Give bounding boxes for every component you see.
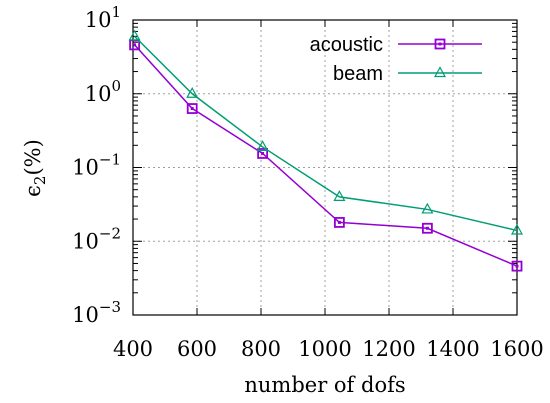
x-tick-label: 800: [241, 337, 281, 361]
data-point-beam: [510, 223, 524, 235]
data-point-beam: [256, 140, 269, 152]
x-tick-label: 400: [113, 337, 153, 361]
axis-ticks: [132, 19, 518, 316]
data-point-acoustic-center: [337, 220, 341, 224]
x-tick-labels: 400 600 800 1000 1200 1400 1600: [113, 337, 544, 361]
data-point-beam: [421, 202, 434, 214]
legend-marker-acoustic-center: [438, 42, 442, 46]
y-tick-label: 10−1: [72, 151, 121, 180]
x-axis-label: number of dofs: [244, 373, 405, 397]
y-tick-label: 100: [85, 77, 121, 106]
series-line-acoustic: [134, 44, 518, 267]
data-point-acoustic: [257, 148, 269, 159]
legend-label-beam: beam: [333, 63, 383, 85]
y-axis-label: ϵ2(%): [21, 139, 49, 197]
series-line-beam: [134, 35, 518, 232]
y-axis-label-main: ϵ: [21, 185, 45, 197]
y-axis-label-sub: 2: [31, 176, 49, 186]
data-point-acoustic-center: [133, 43, 137, 47]
data-point-acoustic-center: [515, 264, 519, 268]
legend: acoustic beam: [310, 34, 482, 85]
series-group: [128, 29, 524, 272]
data-point-acoustic: [511, 260, 523, 272]
x-tick-label: 1200: [362, 337, 415, 361]
data-point-beam: [186, 87, 199, 98]
x-tick-label: 1400: [426, 337, 479, 361]
data-point-acoustic: [421, 222, 433, 234]
grid: [133, 20, 517, 315]
data-point-acoustic: [186, 103, 198, 114]
y-tick-label: 10−3: [72, 298, 121, 327]
y-tick-label: 101: [85, 3, 121, 32]
data-point-beam: [333, 190, 346, 201]
x-tick-label: 1600: [490, 337, 543, 361]
x-tick-label: 600: [177, 337, 217, 361]
data-point-acoustic-center: [190, 107, 194, 111]
series-beam: [128, 29, 524, 235]
data-point-acoustic-center: [425, 226, 429, 230]
series-acoustic: [129, 39, 523, 272]
data-point-beam: [128, 29, 141, 41]
y-tick-labels: 101 100 10−1 10−2 10−3: [72, 3, 121, 327]
legend-marker-beam: [433, 66, 447, 78]
y-tick-label: 10−2: [72, 224, 121, 253]
y-axis-label-tail: (%): [21, 139, 45, 175]
svg-text:ϵ2(%): ϵ2(%): [21, 139, 49, 197]
data-point-acoustic: [333, 217, 345, 228]
legend-label-acoustic: acoustic: [310, 34, 383, 56]
data-point-acoustic-center: [261, 151, 265, 155]
x-tick-label: 1000: [298, 337, 351, 361]
legend-marker-acoustic: [434, 38, 446, 50]
